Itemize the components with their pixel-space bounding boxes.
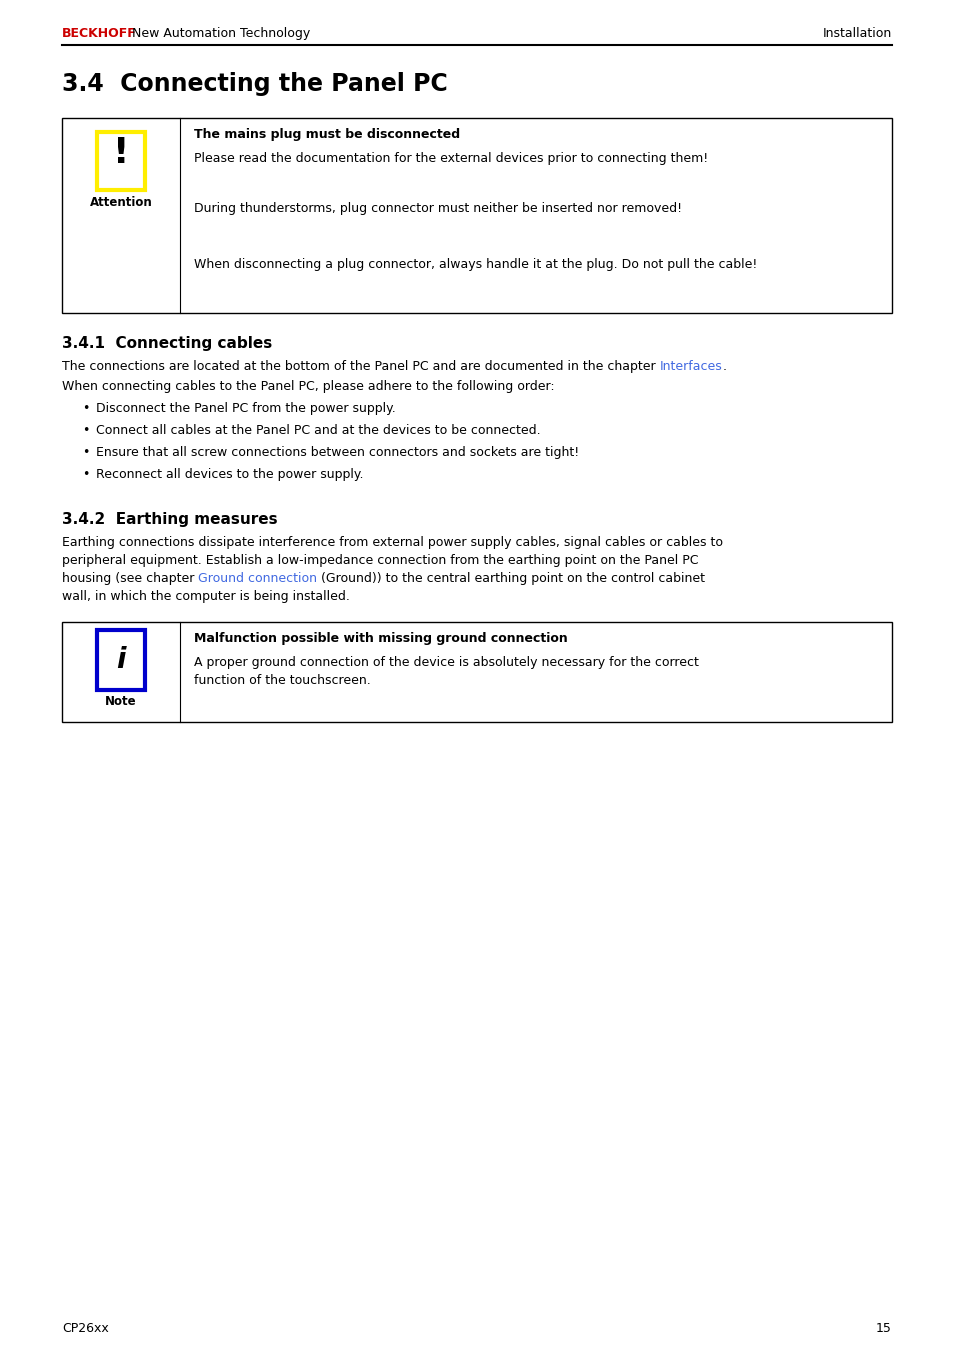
Text: The mains plug must be disconnected: The mains plug must be disconnected xyxy=(193,128,459,141)
Text: function of the touchscreen.: function of the touchscreen. xyxy=(193,674,371,688)
Text: •: • xyxy=(82,403,90,415)
Text: New Automation Technology: New Automation Technology xyxy=(128,27,310,41)
Text: housing (see chapter: housing (see chapter xyxy=(62,571,198,585)
Text: Ensure that all screw connections between connectors and sockets are tight!: Ensure that all screw connections betwee… xyxy=(96,446,578,459)
Text: Disconnect the Panel PC from the power supply.: Disconnect the Panel PC from the power s… xyxy=(96,403,395,415)
Bar xyxy=(97,630,145,690)
Text: •: • xyxy=(82,467,90,481)
Bar xyxy=(62,118,891,313)
Text: During thunderstorms, plug connector must neither be inserted nor removed!: During thunderstorms, plug connector mus… xyxy=(193,203,681,215)
Text: Malfunction possible with missing ground connection: Malfunction possible with missing ground… xyxy=(193,632,567,644)
Text: Attention: Attention xyxy=(90,196,152,209)
Text: 3.4.2  Earthing measures: 3.4.2 Earthing measures xyxy=(62,512,277,527)
Text: CP26xx: CP26xx xyxy=(62,1323,109,1335)
Text: When connecting cables to the Panel PC, please adhere to the following order:: When connecting cables to the Panel PC, … xyxy=(62,380,554,393)
Text: Earthing connections dissipate interference from external power supply cables, s: Earthing connections dissipate interfere… xyxy=(62,536,722,549)
Text: Reconnect all devices to the power supply.: Reconnect all devices to the power suppl… xyxy=(96,467,363,481)
Text: Interfaces: Interfaces xyxy=(659,359,721,373)
Text: Please read the documentation for the external devices prior to connecting them!: Please read the documentation for the ex… xyxy=(193,153,707,165)
Text: 15: 15 xyxy=(875,1323,891,1335)
Text: BECKHOFF: BECKHOFF xyxy=(62,27,136,41)
Text: i: i xyxy=(116,646,126,674)
Text: •: • xyxy=(82,446,90,459)
Text: (Ground)) to the central earthing point on the control cabinet: (Ground)) to the central earthing point … xyxy=(317,571,704,585)
Text: 3.4  Connecting the Panel PC: 3.4 Connecting the Panel PC xyxy=(62,72,447,96)
Text: Connect all cables at the Panel PC and at the devices to be connected.: Connect all cables at the Panel PC and a… xyxy=(96,424,540,436)
Text: .: . xyxy=(721,359,725,373)
Text: 3.4.1  Connecting cables: 3.4.1 Connecting cables xyxy=(62,336,272,351)
Text: When disconnecting a plug connector, always handle it at the plug. Do not pull t: When disconnecting a plug connector, alw… xyxy=(193,258,757,272)
Text: Ground connection: Ground connection xyxy=(198,571,317,585)
Text: Note: Note xyxy=(105,694,136,708)
Text: The connections are located at the bottom of the Panel PC and are documented in : The connections are located at the botto… xyxy=(62,359,659,373)
Text: !: ! xyxy=(112,136,129,170)
Text: Installation: Installation xyxy=(821,27,891,41)
Text: wall, in which the computer is being installed.: wall, in which the computer is being ins… xyxy=(62,590,350,603)
Bar xyxy=(97,132,145,190)
Text: peripheral equipment. Establish a low-impedance connection from the earthing poi: peripheral equipment. Establish a low-im… xyxy=(62,554,698,567)
Text: A proper ground connection of the device is absolutely necessary for the correct: A proper ground connection of the device… xyxy=(193,657,699,669)
Bar xyxy=(62,621,891,721)
Text: •: • xyxy=(82,424,90,436)
